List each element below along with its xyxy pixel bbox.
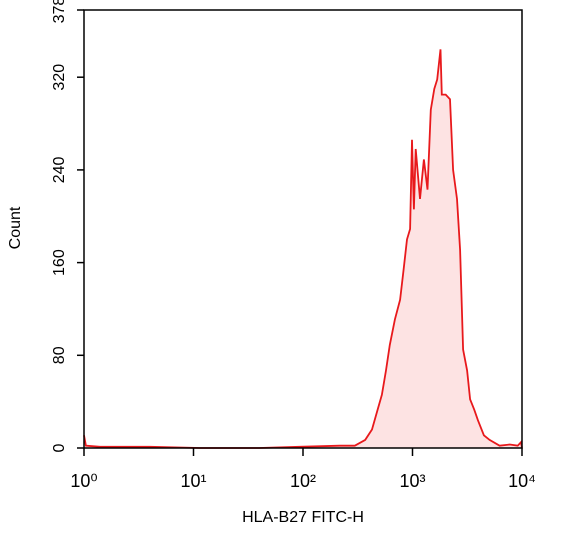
x-axis-label: HLA-B27 FITC-H (242, 509, 364, 526)
y-tick-label: 240 (51, 156, 68, 183)
y-tick-label: 0 (51, 443, 68, 452)
y-tick-label: 320 (51, 64, 68, 91)
x-tick-label: 10³ (399, 471, 425, 491)
x-tick-label: 10¹ (180, 471, 206, 491)
y-axis-label: Count (7, 206, 24, 249)
y-tick-label: 80 (51, 346, 68, 364)
line (83, 49, 523, 449)
x-tick-label: 10² (290, 471, 316, 491)
area (84, 49, 522, 449)
x-tick-label: 10⁴ (508, 471, 536, 491)
y-tick-label: 160 (51, 249, 68, 276)
y-tick-label: 378 (51, 0, 68, 23)
x-tick-label: 10⁰ (70, 471, 97, 491)
